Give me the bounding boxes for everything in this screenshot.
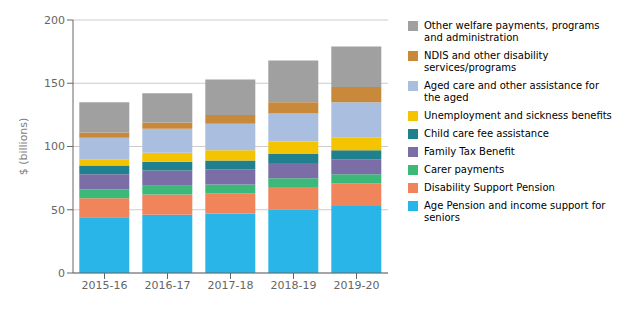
html-text:Family Tax Benefit: Family Tax Benefit: [424, 146, 515, 157]
svg-text:2015-16: 2015-16: [82, 279, 128, 292]
html-text:Age Pension and income support: Age Pension and income support for senio…: [424, 200, 606, 223]
svg-text:2019-20: 2019-20: [334, 279, 380, 292]
svg-text:150: 150: [44, 77, 65, 90]
html-text:Disability Support Pension: Disability Support Pension: [424, 182, 555, 193]
svg-text:$ (billions): $ (billions): [17, 118, 30, 176]
svg-text:2018-19: 2018-19: [271, 279, 317, 292]
html-text:Other welfare payments, progra: Other welfare payments, programs and adm…: [424, 20, 600, 43]
html-text:Child care fee assistance: Child care fee assistance: [424, 128, 549, 139]
html-text:Unemployment and sickness bene: Unemployment and sickness benefits: [424, 110, 612, 121]
svg-text:100: 100: [44, 140, 65, 153]
html-text:Carer payments: Carer payments: [424, 164, 505, 175]
html-text:NDIS and other disability serv: NDIS and other disability services/progr…: [424, 50, 549, 73]
svg-text:50: 50: [51, 204, 65, 217]
svg-text:2017-18: 2017-18: [208, 279, 254, 292]
html-text:Aged care and other assistance: Aged care and other assistance for the a…: [424, 80, 599, 103]
svg-text:2016-17: 2016-17: [145, 279, 191, 292]
svg-text:0: 0: [58, 267, 65, 280]
svg-text:200: 200: [44, 14, 65, 27]
